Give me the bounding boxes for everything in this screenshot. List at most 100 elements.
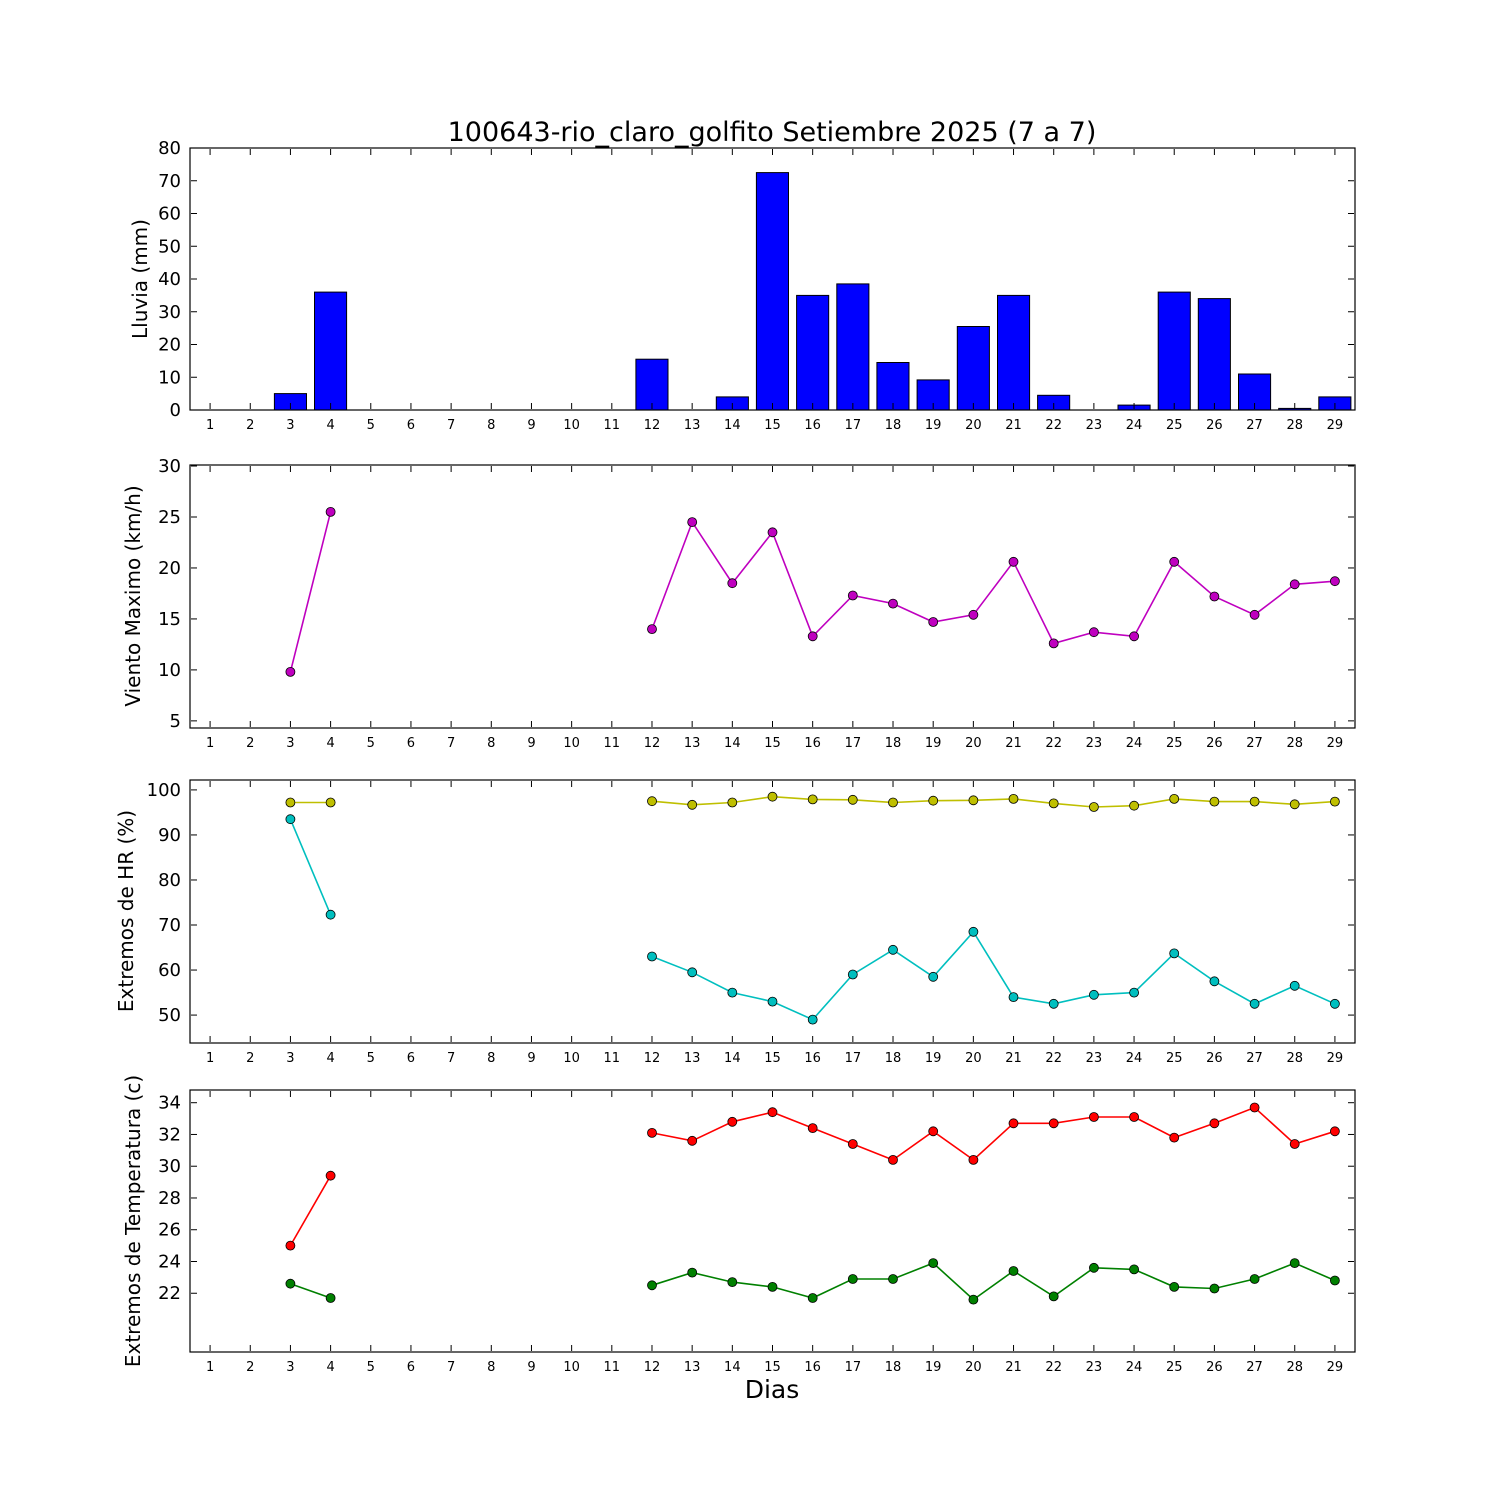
xtick-label: 23	[1086, 736, 1103, 751]
marker-temp-maxima-day-27	[1249, 1102, 1260, 1113]
xtick-label: 10	[563, 418, 580, 433]
ytick-label: 22	[158, 1283, 181, 1304]
marker-viento-maximo-day-13	[687, 517, 698, 527]
xtick-label: 25	[1166, 1360, 1183, 1375]
xtick-label: 25	[1166, 736, 1183, 751]
xtick-label: 22	[1045, 1051, 1062, 1066]
marker-hr-minima-day-14	[727, 987, 738, 998]
xtick-label: 10	[563, 736, 580, 751]
ytick-label: 25	[158, 507, 181, 528]
xtick-label: 22	[1045, 418, 1062, 433]
axes-frame	[189, 1089, 1356, 1353]
xtick-label: 4	[326, 1360, 334, 1375]
xtick-label: 5	[367, 1051, 375, 1066]
xtick-label: 27	[1246, 736, 1263, 751]
marker-temp-maxima-day-21	[1008, 1118, 1019, 1129]
bar-day-18	[876, 362, 910, 411]
xtick-label: 29	[1327, 736, 1344, 751]
bar-day-17	[836, 283, 870, 411]
marker-hr-minima-day-29	[1330, 998, 1340, 1009]
xtick-label: 21	[1005, 1360, 1022, 1375]
marker-temp-minima-day-14	[727, 1277, 738, 1287]
xtick-label: 8	[487, 418, 495, 433]
xtick-label: 3	[286, 736, 294, 751]
axes-background	[190, 465, 1355, 728]
xtick-label: 11	[604, 736, 621, 751]
xtick-label: 21	[1005, 1051, 1022, 1066]
xtick-label: 2	[246, 1051, 254, 1066]
marker-viento-maximo-day-15	[767, 527, 778, 538]
marker-temp-minima-day-3	[285, 1278, 296, 1289]
xtick-label: 21	[1005, 418, 1022, 433]
marker-hr-minima-day-28	[1289, 980, 1300, 991]
ytick-label: 26	[158, 1220, 181, 1241]
marker-hr-maxima-day-12	[647, 796, 657, 807]
ytick-label: 30	[158, 456, 181, 477]
xtick-label: 4	[326, 418, 334, 433]
xtick-label: 4	[326, 736, 334, 751]
xtick-label: 24	[1126, 1051, 1143, 1066]
xtick-label: 25	[1166, 418, 1183, 433]
marker-viento-maximo-day-25	[1169, 556, 1180, 567]
xtick-label: 23	[1086, 418, 1103, 433]
xtick-label: 24	[1126, 736, 1143, 751]
xtick-label: 7	[447, 1360, 455, 1375]
marker-hr-minima-day-4	[325, 909, 336, 920]
ytick-label: 32	[158, 1124, 181, 1145]
marker-hr-maxima-day-18	[888, 797, 898, 808]
xtick-label: 29	[1327, 1051, 1344, 1066]
marker-viento-maximo-day-24	[1129, 631, 1139, 642]
marker-hr-minima-day-3	[285, 814, 296, 825]
xtick-label: 20	[965, 736, 982, 751]
xtick-label: 15	[764, 736, 781, 751]
marker-hr-maxima-day-19	[928, 795, 939, 806]
marker-temp-minima-day-29	[1330, 1275, 1340, 1286]
xtick-label: 19	[925, 418, 942, 433]
xtick-label: 23	[1086, 1360, 1103, 1375]
xtick-label: 10	[563, 1360, 580, 1375]
bar-day-16	[796, 294, 830, 411]
marker-viento-maximo-day-21	[1008, 556, 1019, 567]
marker-temp-maxima-day-24	[1129, 1112, 1139, 1122]
marker-temp-minima-day-23	[1089, 1262, 1099, 1273]
marker-temp-minima-day-13	[687, 1267, 698, 1278]
marker-hr-minima-day-21	[1008, 992, 1019, 1002]
xtick-label: 18	[885, 418, 902, 433]
marker-hr-maxima-day-4	[325, 797, 336, 808]
marker-hr-minima-day-13	[687, 967, 698, 978]
line-temp-maxima	[289, 1106, 1336, 1246]
marker-viento-maximo-day-17	[847, 590, 858, 601]
bar-day-12	[635, 358, 669, 411]
marker-temp-minima-day-18	[888, 1274, 898, 1284]
bar-day-20	[956, 326, 990, 411]
marker-temp-maxima-day-15	[767, 1107, 778, 1118]
xtick-label: 3	[286, 1360, 294, 1375]
xtick-label: 13	[684, 1051, 701, 1066]
xtick-label: 18	[885, 1360, 902, 1375]
xtick-label: 7	[447, 736, 455, 751]
marker-temp-minima-day-22	[1048, 1291, 1059, 1302]
marker-hr-minima-day-24	[1129, 987, 1139, 998]
xtick-label: 28	[1286, 1051, 1303, 1066]
xtick-label: 5	[367, 1360, 375, 1375]
ylabel-viento: Viento Maximo (km/h)	[121, 485, 145, 706]
xtick-label: 20	[965, 1051, 982, 1066]
marker-temp-maxima-day-26	[1209, 1118, 1220, 1129]
marker-hr-minima-day-20	[968, 926, 979, 937]
marker-viento-maximo-day-12	[647, 624, 657, 634]
marker-temp-maxima-day-13	[687, 1135, 698, 1146]
marker-viento-maximo-day-18	[888, 598, 898, 609]
marker-temp-maxima-day-29	[1330, 1126, 1340, 1137]
marker-temp-maxima-day-14	[727, 1116, 738, 1127]
xtick-label: 12	[644, 1360, 661, 1375]
marker-temp-maxima-day-18	[888, 1155, 898, 1165]
xtick-label: 22	[1045, 1360, 1062, 1375]
marker-viento-maximo-day-23	[1089, 627, 1099, 638]
marker-viento-maximo-day-22	[1048, 638, 1059, 649]
ytick-label: 70	[158, 915, 181, 936]
ylabel-temperatura: Extremos de Temperatura (c)	[121, 1075, 145, 1367]
ytick-label: 80	[158, 870, 181, 891]
xtick-label: 28	[1286, 1360, 1303, 1375]
